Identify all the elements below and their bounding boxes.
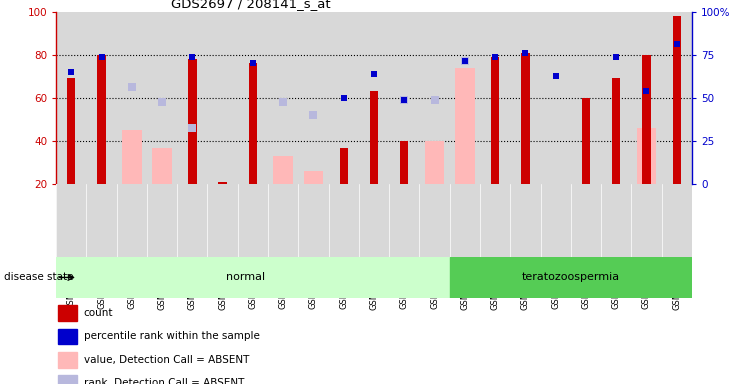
Bar — [450, 184, 480, 257]
Bar — [97, 55, 105, 184]
Bar — [268, 12, 298, 184]
Bar — [328, 12, 359, 184]
Bar — [238, 12, 268, 184]
Bar — [177, 12, 207, 184]
Bar — [370, 91, 378, 184]
Bar — [389, 12, 420, 184]
Bar — [117, 12, 147, 184]
Bar — [58, 376, 77, 384]
Bar — [56, 184, 86, 257]
Bar — [541, 184, 571, 257]
Text: normal: normal — [226, 272, 265, 283]
Bar — [491, 57, 499, 184]
Bar — [510, 184, 541, 257]
Bar — [147, 12, 177, 184]
Bar — [541, 12, 571, 184]
Bar — [249, 63, 257, 184]
Bar — [480, 184, 510, 257]
Bar — [359, 12, 389, 184]
Bar — [631, 184, 662, 257]
Bar — [207, 184, 238, 257]
Bar — [298, 184, 328, 257]
Text: teratozoospermia: teratozoospermia — [522, 272, 620, 283]
Text: count: count — [84, 308, 113, 318]
Bar — [58, 305, 77, 321]
Bar — [637, 128, 656, 184]
Bar — [400, 141, 408, 184]
Bar — [273, 156, 293, 184]
Bar — [117, 184, 147, 257]
Text: disease state: disease state — [4, 272, 73, 283]
Bar — [455, 68, 475, 184]
Bar — [601, 12, 631, 184]
Text: value, Detection Call = ABSENT: value, Detection Call = ABSENT — [84, 355, 249, 365]
Bar — [631, 12, 662, 184]
Text: GDS2697 / 208141_s_at: GDS2697 / 208141_s_at — [171, 0, 330, 10]
Bar — [58, 352, 77, 367]
Bar — [571, 12, 601, 184]
Bar — [662, 184, 692, 257]
Bar — [122, 130, 141, 184]
Bar — [389, 184, 420, 257]
Bar — [58, 329, 77, 344]
Bar — [86, 184, 117, 257]
Bar — [510, 12, 541, 184]
Bar — [207, 12, 238, 184]
Bar — [328, 184, 359, 257]
Bar — [359, 184, 389, 257]
Bar — [218, 182, 227, 184]
Text: rank, Detection Call = ABSENT: rank, Detection Call = ABSENT — [84, 378, 244, 384]
Bar — [56, 257, 450, 298]
Bar — [67, 78, 76, 184]
Bar — [450, 257, 692, 298]
Bar — [582, 98, 590, 184]
Bar — [480, 12, 510, 184]
Bar — [177, 184, 207, 257]
Bar — [153, 147, 172, 184]
Bar — [147, 184, 177, 257]
Bar — [450, 12, 480, 184]
Bar — [268, 184, 298, 257]
Bar — [612, 78, 620, 184]
Bar — [425, 141, 444, 184]
Bar — [672, 16, 681, 184]
Bar — [601, 184, 631, 257]
Bar — [643, 55, 651, 184]
Bar — [571, 184, 601, 257]
Bar — [298, 12, 328, 184]
Bar — [521, 53, 530, 184]
Bar — [238, 184, 268, 257]
Bar — [420, 184, 450, 257]
Bar — [662, 12, 692, 184]
Bar — [56, 12, 86, 184]
Bar — [340, 147, 348, 184]
Bar — [304, 171, 323, 184]
Bar — [188, 59, 197, 184]
Bar — [86, 12, 117, 184]
Bar — [420, 12, 450, 184]
Text: percentile rank within the sample: percentile rank within the sample — [84, 331, 260, 341]
